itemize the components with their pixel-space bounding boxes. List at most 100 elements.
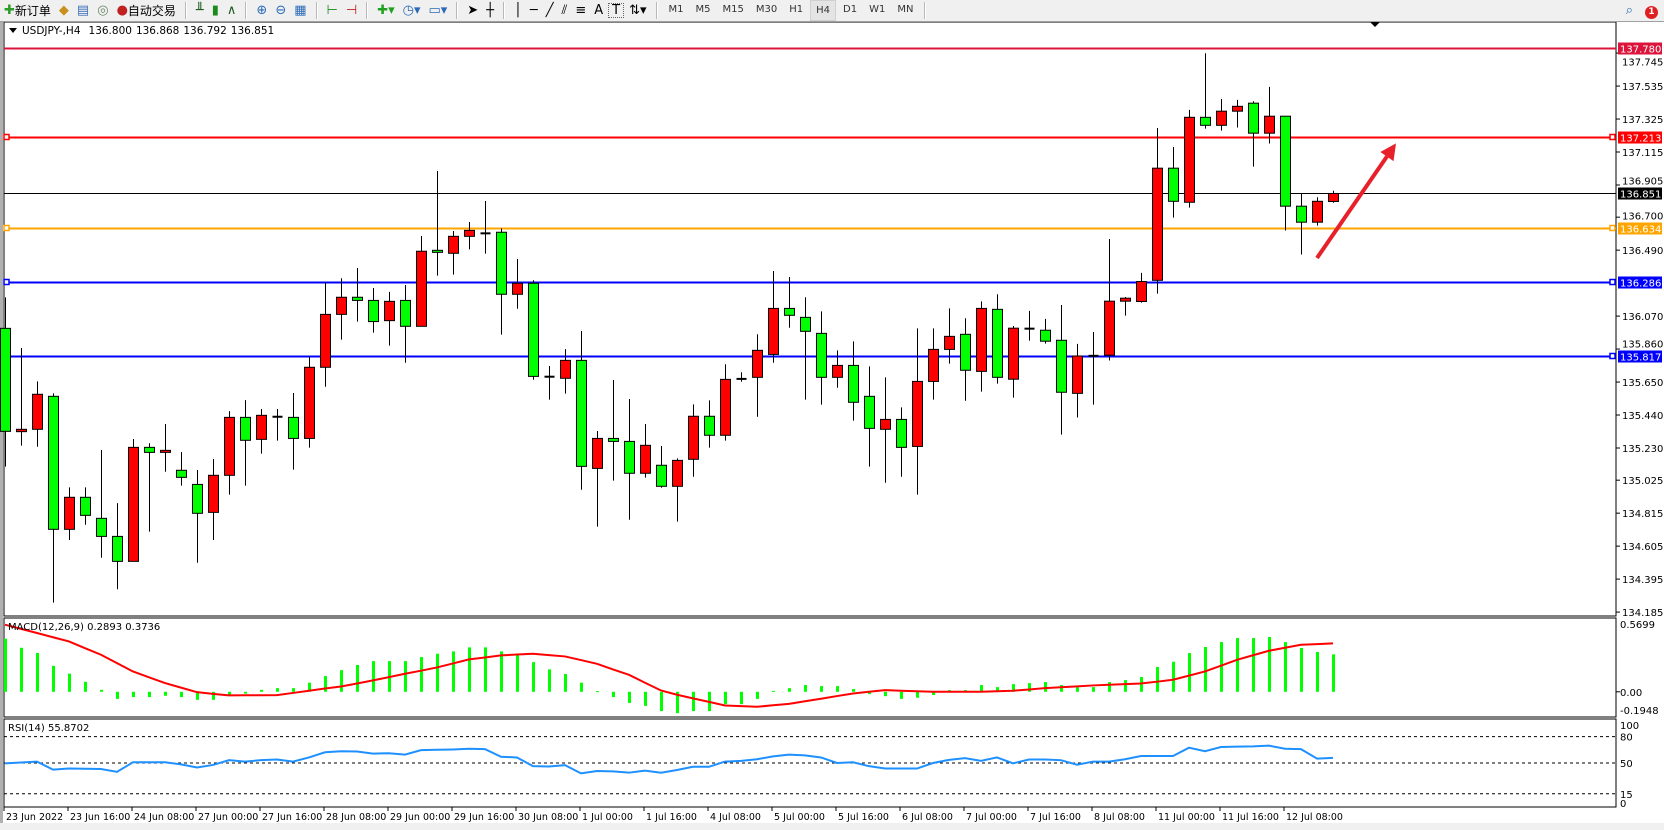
signals-icon[interactable]: ◎ — [97, 3, 109, 18]
timeframe-m15[interactable]: M15 — [722, 4, 744, 15]
timeframe-m5[interactable]: M5 — [695, 4, 711, 15]
time-tick-label: 1 Jul 00:00 — [582, 812, 633, 823]
templates-icon[interactable]: ▭▾ — [428, 3, 448, 18]
chart-menu-triangle-icon[interactable] — [9, 28, 17, 33]
zoom-in-icon[interactable]: ⊕ — [256, 3, 268, 18]
macd-histogram-bar — [596, 691, 599, 693]
macd-histogram-bar — [1060, 685, 1063, 692]
auto-trading-button[interactable]: ● 自动交易 — [114, 1, 179, 20]
timeframe-m1[interactable]: M1 — [668, 4, 684, 15]
periods-icon[interactable]: ◷▾ — [402, 3, 421, 18]
trendline-icon[interactable]: ╱ — [545, 3, 554, 18]
line-anchor-handle[interactable] — [1609, 224, 1616, 232]
candle-body-bear — [192, 483, 203, 514]
candle-body-bear — [400, 299, 411, 327]
chart-header: USDJPY-,H4 136.800 136.868 136.792 136.851 — [9, 25, 274, 37]
candle — [1120, 296, 1131, 316]
candle — [496, 228, 507, 335]
history-center-icon[interactable]: ◆ — [58, 3, 69, 18]
search-icon[interactable]: ⌕ — [1625, 3, 1633, 18]
text-icon[interactable]: A — [594, 3, 604, 18]
candle — [1264, 86, 1275, 144]
bar-chart-icon[interactable]: ╨ — [195, 3, 204, 18]
horizontal-line[interactable]: 136.286 — [3, 276, 1662, 290]
arrow-shaft[interactable] — [1315, 155, 1389, 260]
new-order-icon: ✚ — [4, 3, 15, 18]
candle-doji — [1024, 327, 1035, 330]
timeframe-h4[interactable]: H4 — [810, 0, 837, 21]
candle — [1232, 99, 1243, 128]
cursor-icon[interactable]: ➤ — [467, 3, 479, 18]
candle — [304, 356, 315, 448]
fibonacci-icon[interactable]: ≡ — [575, 3, 587, 18]
header-close: 136.851 — [231, 25, 274, 37]
time-tick-label: 23 Jun 2022 — [6, 812, 63, 823]
price-tick-label: 137.535 — [1622, 82, 1663, 93]
equidistant-channel-icon[interactable]: ⫽ — [561, 3, 568, 18]
line-anchor-handle[interactable] — [3, 278, 10, 286]
arrow-head-icon[interactable] — [1380, 143, 1396, 162]
timeframe-mn[interactable]: MN — [897, 4, 914, 15]
price-line-label: 137.780 — [1620, 45, 1661, 56]
new-order-button[interactable]: ✚ 新订单 — [1, 1, 54, 20]
macd-histogram-bar — [900, 691, 903, 699]
horizontal-line[interactable]: 135.817 — [3, 350, 1662, 364]
indicators-icon[interactable]: ✚▾ — [377, 3, 395, 18]
macd-histogram-bar — [68, 673, 71, 692]
line-anchor-handle[interactable] — [1609, 133, 1616, 141]
candle-body-bear — [368, 299, 379, 323]
candle — [656, 445, 667, 488]
arrow-annotation[interactable] — [1315, 143, 1396, 260]
macd-histogram-bar — [644, 691, 647, 706]
candlestick-icon[interactable]: ▮ — [211, 3, 219, 18]
zoom-out-icon[interactable]: ⊖ — [275, 3, 287, 18]
toolbar-separator — [315, 2, 318, 19]
candle — [720, 364, 731, 441]
macd-histogram-bar — [1268, 637, 1271, 692]
candle — [1152, 127, 1163, 294]
vertical-line-icon[interactable]: │ — [514, 3, 522, 18]
candle — [288, 393, 299, 470]
horizontal-line[interactable]: 137.780 — [4, 42, 1662, 56]
bid-price-line: 136.851 — [4, 187, 1662, 201]
candle-body-bull — [448, 235, 459, 254]
horizontal-line[interactable]: 136.634 — [3, 222, 1662, 236]
line-anchor-handle[interactable] — [1609, 278, 1616, 286]
candle — [544, 366, 555, 400]
autoscroll-icon[interactable]: ⊣ — [345, 3, 358, 18]
macd-histogram-bar — [116, 691, 119, 699]
toolbar-separator — [503, 2, 506, 19]
price-line-label: 136.851 — [1620, 190, 1661, 201]
timeframe-w1[interactable]: W1 — [869, 4, 886, 15]
price-line-label: 137.213 — [1620, 134, 1661, 145]
timeframe-d1[interactable]: D1 — [843, 4, 858, 15]
line-anchor-handle[interactable] — [3, 133, 10, 141]
crosshair-icon[interactable]: ┼ — [486, 3, 495, 18]
macd-histogram-bar — [724, 691, 727, 705]
tile-windows-icon[interactable]: ▦ — [294, 3, 307, 18]
candle-body-bear — [656, 464, 667, 487]
timeframe-m30[interactable]: M30 — [755, 4, 778, 15]
data-window-icon[interactable]: ▤ — [76, 3, 90, 18]
macd-histogram-bar — [564, 674, 567, 692]
candle-doji — [480, 232, 491, 235]
notifications-button[interactable]: 1 — [1645, 3, 1658, 19]
candle — [1184, 109, 1195, 208]
macd-histogram-bar — [20, 647, 23, 692]
chart-shift-icon[interactable]: ⊢ — [326, 3, 338, 18]
macd-histogram-bar — [516, 654, 519, 692]
candle — [832, 350, 843, 388]
horizontal-line-icon[interactable]: ─ — [529, 3, 538, 18]
timeframe-h1[interactable]: H1 — [789, 4, 804, 15]
candle-body-bull — [832, 364, 843, 378]
line-chart-icon[interactable]: ∧ — [226, 3, 237, 18]
arrows-icon[interactable]: ⇅▾ — [629, 3, 647, 18]
candle — [928, 328, 939, 400]
text-label-icon[interactable]: T — [608, 3, 625, 18]
horizontal-line[interactable]: 137.213 — [3, 131, 1662, 145]
line-anchor-handle[interactable] — [3, 224, 10, 232]
chart-shift-marker-icon[interactable] — [1370, 22, 1380, 27]
time-tick-label: 24 Jun 08:00 — [134, 812, 194, 823]
line-anchor-handle[interactable] — [1609, 352, 1616, 360]
